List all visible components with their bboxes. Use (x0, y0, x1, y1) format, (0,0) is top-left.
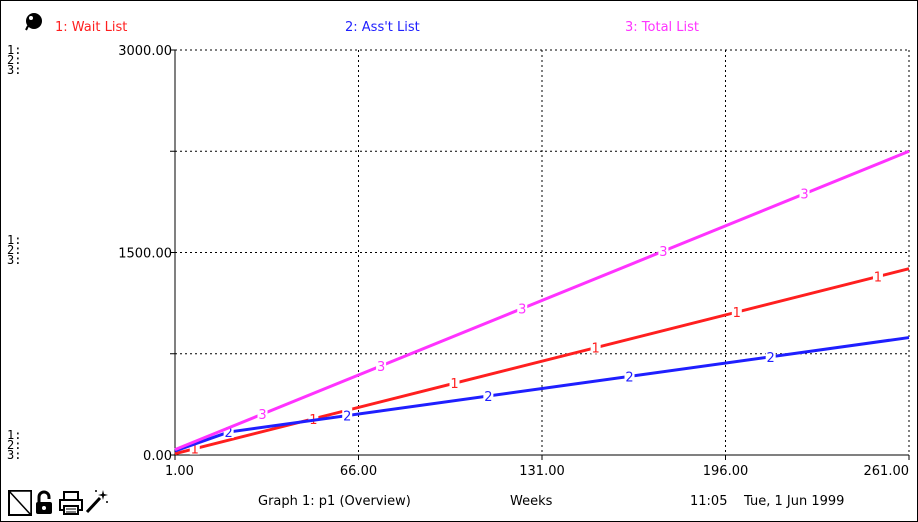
x-tick-label: 1.00 (165, 464, 194, 479)
series-marker-3: 3 (258, 408, 266, 423)
marker-bg (658, 243, 669, 258)
x-tick-label: 131.00 (519, 464, 565, 479)
page-turn-icon[interactable] (8, 490, 32, 516)
magic-wand-icon[interactable] (84, 488, 110, 514)
series-marker-2: 2 (484, 390, 492, 405)
series-marker-1: 1 (591, 342, 599, 357)
series-marker-1: 1 (733, 306, 741, 321)
tick-labels: 0.00 1500.00 3000.00 1.00 66.00 131.00 196.00 2… (118, 44, 909, 479)
pin-icon[interactable] (22, 10, 46, 34)
y-tick-label: 0.00 (143, 449, 172, 464)
marker-bg (799, 185, 810, 200)
x-tick-label: 66.00 (340, 464, 377, 479)
series-line-2 (174, 336, 910, 453)
marker-bg (342, 407, 353, 422)
marker-bg (872, 268, 883, 283)
marker-bg (308, 410, 319, 425)
marker-bg (189, 440, 200, 455)
marker-bg (624, 368, 635, 383)
x-tick-label: 261.00 (864, 464, 910, 479)
marker-bg (731, 304, 742, 319)
series-marker-3: 3 (800, 188, 808, 203)
clock-time: 11:05 (690, 494, 728, 509)
x-tick-label: 196.00 (703, 464, 749, 479)
axes (170, 49, 910, 460)
marker-bg (517, 300, 528, 315)
graph-title: Graph 1: p1 (Overview) (258, 494, 411, 509)
series-marker-2: 2 (343, 410, 351, 425)
date: Tue, 1 Jun 1999 (744, 494, 845, 509)
series-line-3 (174, 149, 910, 451)
scale-key-bottom: 1: 2: 3: (7, 428, 22, 462)
series-marker-1: 1 (874, 271, 882, 286)
marker-bg (257, 406, 268, 421)
series-marker-3: 3 (518, 302, 526, 317)
x-axis-units: Weeks (510, 494, 553, 509)
marker-bg (449, 375, 460, 390)
series-marker-3: 3 (659, 245, 667, 260)
printer-icon[interactable] (58, 490, 84, 516)
scale-key-middle: 1: 2: 3: (7, 233, 22, 267)
series-marker-2: 2 (224, 426, 232, 441)
marker-bg (590, 339, 601, 354)
series-marker-1: 1 (450, 377, 458, 392)
series-marker-2: 2 (767, 351, 775, 366)
legend-entry-3: 3: Total List (625, 20, 699, 35)
scale-key-top: 1: 2: 3: (7, 43, 22, 77)
y-tick-label: 3000.00 (118, 44, 172, 59)
lock-icon[interactable] (34, 490, 54, 516)
legend: 1: Wait List 2: Ass't List 3: Total List (55, 20, 699, 35)
legend-entry-1: 1: Wait List (55, 20, 127, 35)
marker-bg (376, 357, 387, 372)
marker-bg (765, 348, 776, 363)
gridlines (175, 49, 910, 455)
marker-bg (483, 387, 494, 402)
marker-bg (223, 424, 234, 439)
series-marker-1: 1 (191, 443, 199, 458)
y-tick-label: 1500.00 (118, 247, 172, 262)
series-marker-2: 2 (625, 370, 633, 385)
series-marker-3: 3 (377, 360, 385, 375)
legend-entry-2: 2: Ass't List (345, 20, 420, 35)
